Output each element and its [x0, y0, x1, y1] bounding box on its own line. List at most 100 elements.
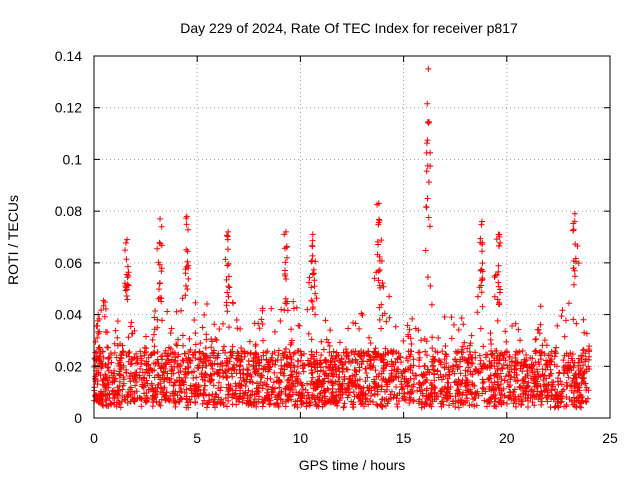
data-point [187, 356, 194, 363]
data-point [240, 395, 247, 402]
data-point [203, 301, 210, 308]
data-point [277, 396, 284, 403]
data-point [385, 350, 392, 357]
data-point [300, 386, 307, 393]
data-point [182, 365, 189, 372]
data-point [463, 398, 470, 405]
data-point [396, 390, 403, 397]
data-point [358, 389, 365, 396]
data-point [314, 368, 321, 375]
data-point [517, 337, 524, 344]
data-point [571, 218, 578, 225]
data-point [208, 372, 215, 379]
data-point [118, 351, 125, 358]
data-point [259, 321, 266, 328]
data-point [173, 341, 180, 348]
data-point [275, 392, 282, 399]
data-point [565, 352, 572, 359]
data-point [192, 386, 199, 393]
data-point [107, 350, 114, 357]
data-point [211, 321, 218, 328]
data-point [183, 355, 190, 362]
data-point [480, 343, 487, 350]
data-point [438, 388, 445, 395]
data-point [434, 349, 441, 356]
data-point [497, 394, 504, 401]
data-point [259, 396, 266, 403]
data-point [474, 388, 481, 395]
data-point [196, 348, 203, 355]
data-point [116, 357, 123, 364]
data-point [318, 338, 325, 345]
data-point [359, 400, 366, 407]
data-point [443, 392, 450, 399]
data-point [316, 396, 323, 403]
data-point [102, 387, 109, 394]
data-point [306, 279, 313, 286]
data-point [288, 326, 295, 333]
data-point [423, 168, 430, 175]
data-point [226, 385, 233, 392]
data-point [131, 398, 138, 405]
data-point [565, 300, 572, 307]
data-point [368, 387, 375, 394]
data-point [124, 263, 131, 270]
data-point [527, 375, 534, 382]
data-point [124, 296, 131, 303]
data-point [125, 272, 132, 279]
data-point [586, 343, 593, 350]
data-point [455, 386, 462, 393]
data-point [171, 399, 178, 406]
data-point [531, 402, 538, 409]
data-point [382, 345, 389, 352]
data-point [95, 344, 102, 351]
data-point [281, 349, 288, 356]
data-point [260, 366, 267, 373]
data-point [254, 387, 261, 394]
y-tick-label: 0.1 [63, 151, 83, 167]
data-point [462, 367, 469, 374]
data-point [174, 363, 181, 370]
data-point [348, 379, 355, 386]
data-point [230, 300, 237, 307]
data-point [165, 396, 172, 403]
data-point [154, 316, 161, 323]
data-point [333, 371, 340, 378]
data-point [210, 352, 217, 359]
data-point [321, 375, 328, 382]
data-point [151, 326, 158, 333]
data-point [125, 334, 132, 341]
data-point [201, 355, 208, 362]
data-point [172, 403, 179, 410]
data-point [330, 380, 337, 387]
data-point [311, 359, 318, 366]
data-point [309, 242, 316, 249]
data-point [220, 370, 227, 377]
data-point [495, 279, 502, 286]
data-point [292, 383, 299, 390]
data-point [383, 379, 390, 386]
data-point [458, 315, 465, 322]
data-point [341, 400, 348, 407]
data-point [421, 363, 428, 370]
data-point [156, 286, 163, 293]
data-point [449, 398, 456, 405]
data-point [332, 363, 339, 370]
data-point [497, 286, 504, 293]
data-point [156, 279, 163, 286]
data-point [468, 332, 475, 339]
data-point [153, 360, 160, 367]
data-point [393, 395, 400, 402]
data-point [449, 368, 456, 375]
data-point [150, 331, 157, 338]
data-point [495, 262, 502, 269]
data-point [308, 297, 315, 304]
data-point [406, 326, 413, 333]
data-points [91, 65, 593, 411]
data-point [525, 392, 532, 399]
data-point [145, 386, 152, 393]
data-point [284, 363, 291, 370]
data-point [108, 359, 115, 366]
data-point [139, 383, 146, 390]
data-point [210, 382, 217, 389]
